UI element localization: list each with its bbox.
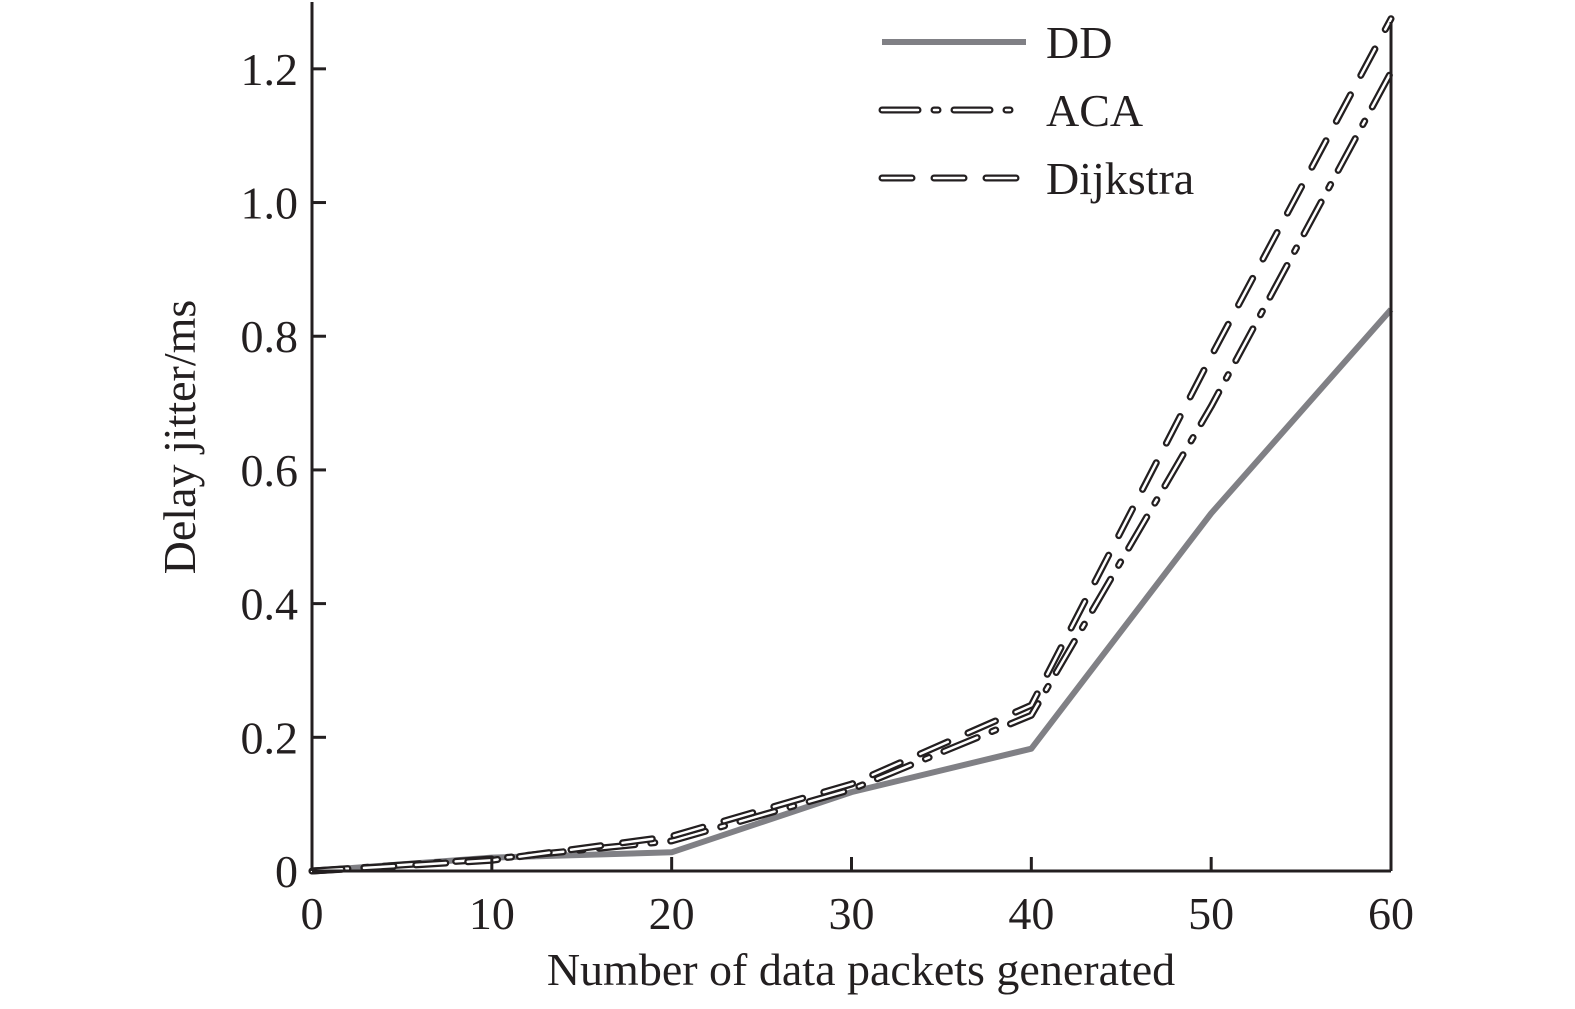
y-tick-label: 1.2 <box>241 44 299 95</box>
series-line-outline <box>308 15 1395 875</box>
y-tick-label: 0.2 <box>241 712 299 763</box>
axes-layer: 0 10 20 30 40 50 60 0 0.2 0.4 0.6 0.8 1.0 1.2 <box>241 2 1414 939</box>
x-tick-label: 60 <box>1368 888 1414 939</box>
x-tick-label: 0 <box>301 888 324 939</box>
legend-entry-aca: ACA <box>878 85 1143 136</box>
x-tick-label: 40 <box>1008 888 1054 939</box>
series-line-inner <box>310 70 1393 873</box>
series-line-outline <box>308 68 1395 875</box>
series-line-inner <box>310 17 1393 873</box>
x-tick-label: 50 <box>1188 888 1234 939</box>
legend-entry-dd: DD <box>882 17 1112 68</box>
series-layer <box>308 15 1395 875</box>
y-tick-label: 0.4 <box>241 579 299 630</box>
x-axis-title: Number of data packets generated <box>547 944 1175 995</box>
series-dijkstra-line <box>308 15 1395 875</box>
legend-label: DD <box>1046 17 1112 68</box>
series-aca-line <box>308 68 1395 875</box>
x-tick-label: 10 <box>469 888 515 939</box>
legend-label: ACA <box>1046 85 1143 136</box>
x-tick-label: 20 <box>649 888 695 939</box>
x-tick-label: 30 <box>829 888 875 939</box>
y-tick-label: 0 <box>275 846 298 897</box>
y-axis-title: Delay jitter/ms <box>154 300 205 575</box>
y-tick-label: 1.0 <box>241 178 299 229</box>
y-tick-label: 0.8 <box>241 311 299 362</box>
y-tick-label: 0.6 <box>241 445 299 496</box>
legend: DD ACA Dijkstra <box>878 17 1194 204</box>
legend-label: Dijkstra <box>1046 153 1194 204</box>
legend-entry-dijkstra: Dijkstra <box>878 153 1194 204</box>
